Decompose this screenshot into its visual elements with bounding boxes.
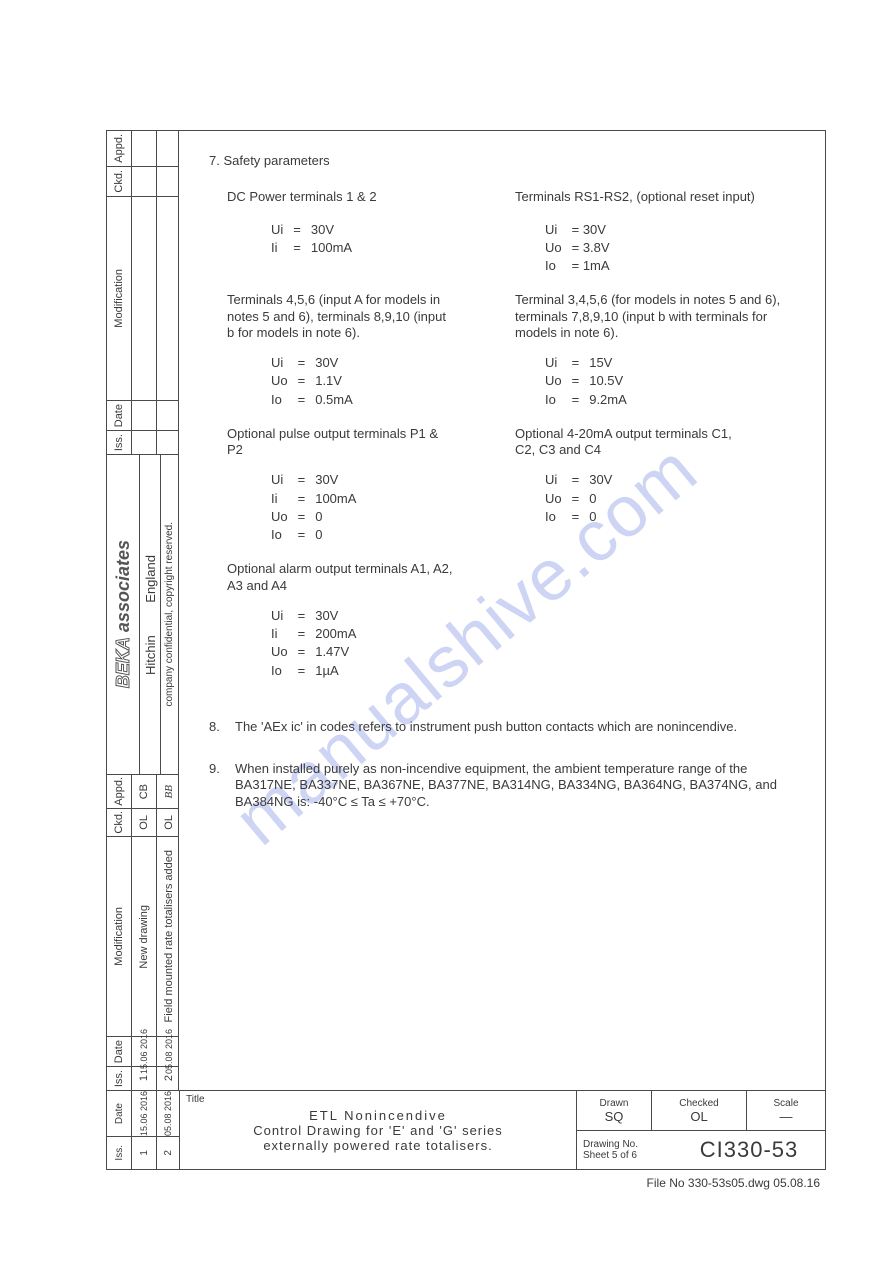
hdr-appd-2: Appd. [113, 777, 125, 806]
brand1: BEKA [113, 638, 133, 689]
title-line2: Control Drawing for 'E' and 'G' series [253, 1123, 503, 1138]
hdr-iss: Iss. [113, 434, 125, 451]
right-b3-params: Ui=30VUo=0Io=0 [539, 470, 618, 527]
brand2: associates [113, 540, 133, 632]
sheet-label: Sheet 5 of 6 [583, 1150, 673, 1161]
hdr-ckd-2: Ckd. [113, 811, 125, 834]
rev1-iss: 1 [138, 1075, 150, 1081]
hdr-mod-2: Modification [113, 907, 125, 966]
title-label: Title [186, 1094, 205, 1105]
ts-r2-iss: 2 [163, 1150, 174, 1156]
left-b4-params: Ui=30VIi=200mAUo=1.47VIo=1µA [265, 606, 362, 681]
hdr-mod: Modification [113, 269, 125, 328]
checked-value: OL [690, 1109, 707, 1124]
ts-r1-iss: 1 [139, 1150, 150, 1156]
note8-num: 8. [209, 719, 227, 735]
title-line1: ETL Nonincendive [309, 1108, 447, 1123]
rev1-ckd: OL [138, 815, 150, 830]
rev1-date: 15.06 2016 [139, 1029, 149, 1074]
revision-sidebar: Appd. Ckd. Modification Date [107, 131, 179, 1091]
copyright-line: company confidential, copyright reserved… [164, 522, 175, 707]
rev2-iss: 2 [163, 1075, 175, 1081]
hdr-date-2: Date [113, 1040, 125, 1063]
company-logo-block: BEKA associates Hitchin England company … [107, 455, 178, 775]
drawn-label: Drawn [600, 1098, 629, 1109]
rev2-ckd: OL [163, 815, 175, 830]
drawn-value: SQ [605, 1109, 624, 1124]
scale-value: — [780, 1109, 793, 1124]
footer-file-note: File No 330-53s05.dwg 05.08.16 [0, 1176, 820, 1190]
dwgno-value: CI330-53 [673, 1131, 825, 1169]
hdr-appd: Appd. [113, 134, 125, 163]
ts-r2-date: 05.08 2016 [163, 1091, 173, 1136]
right-b3-heading: Optional 4-20mA output terminals C1, C2,… [515, 426, 755, 459]
drawing-body: 7. Safety parameters DC Power terminals … [179, 131, 825, 1090]
right-b1-heading: Terminals RS1-RS2, (optional reset input… [515, 189, 811, 205]
note8-text: The 'AEx ic' in codes refers to instrume… [235, 719, 811, 735]
note9-text: When installed purely as non-incendive e… [235, 761, 811, 810]
drawing-frame: manualshive.com Appd. Ckd. Modification [106, 130, 826, 1170]
ts-hdr-date: Date [114, 1103, 125, 1124]
rev1-appd: CB [138, 784, 150, 799]
right-b1-params: Ui= 30VUo= 3.8VIo= 1mA [539, 220, 616, 277]
rev1-mod: New drawing [138, 905, 150, 969]
rev2-appd: BB [163, 785, 175, 798]
section7-title: 7. Safety parameters [209, 153, 811, 169]
checked-label: Checked [679, 1098, 718, 1109]
hdr-date: Date [113, 404, 125, 427]
rev2-mod: Field mounted rate totalisers added [163, 850, 175, 1022]
rev2-date: 05.08 2016 [164, 1029, 174, 1074]
hdr-iss-2: Iss. [113, 1070, 125, 1087]
left-b3-params: Ui=30VIi=100mAUo=0Io=0 [265, 470, 362, 545]
dwgno-label: Drawing No. [583, 1139, 673, 1150]
left-b2-params: Ui=30VUo=1.1VIo=0.5mA [265, 353, 359, 410]
ts-hdr-iss: Iss. [114, 1145, 125, 1161]
left-b4-heading: Optional alarm output terminals A1, A2, … [227, 561, 457, 594]
loc2: England [143, 555, 158, 603]
title-line3: externally powered rate totalisers. [263, 1138, 492, 1153]
scale-label: Scale [773, 1098, 798, 1109]
note9-num: 9. [209, 761, 227, 810]
right-b2-heading: Terminal 3,4,5,6 (for models in notes 5 … [515, 292, 811, 341]
hdr-ckd: Ckd. [113, 170, 125, 193]
right-b2-params: Ui=15VUo=10.5VIo=9.2mA [539, 353, 633, 410]
left-b3-heading: Optional pulse output terminals P1 & P2 [227, 426, 457, 459]
left-b1-heading: DC Power terminals 1 & 2 [227, 189, 505, 205]
left-b2-heading: Terminals 4,5,6 (input A for models in n… [227, 292, 447, 341]
loc1: Hitchin [143, 635, 158, 675]
ts-r1-date: 15.06 2016 [139, 1091, 149, 1136]
title-block: Date 15.06 2016 05.08 2016 Iss. 1 2 Titl… [107, 1090, 825, 1169]
left-b1-params: Ui=30VIi=100mA [265, 220, 358, 259]
